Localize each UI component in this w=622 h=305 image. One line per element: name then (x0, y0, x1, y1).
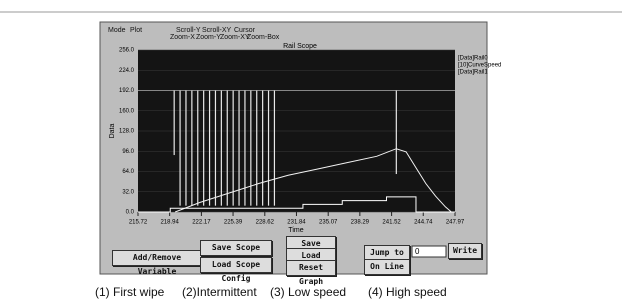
menu-item[interactable]: Zoom-Y (196, 34, 221, 41)
button[interactable]: Write (448, 243, 482, 259)
menu-item[interactable]: Mode (108, 27, 126, 34)
button[interactable]: On Line (364, 259, 410, 275)
jump-input-value[interactable]: 0 (415, 247, 420, 256)
x-tick-label: 244.74 (414, 220, 433, 226)
y-tick-label: 224.0 (119, 68, 135, 74)
x-tick-label: 247.97 (446, 220, 465, 226)
button[interactable]: Load Scope Config (200, 257, 272, 283)
y-tick-label: 256.0 (119, 48, 135, 54)
legend-entry: [Data]Rail0 (458, 56, 488, 62)
x-tick-label: 222.17 (192, 220, 211, 226)
menu-item[interactable]: Zoom-XY (220, 34, 250, 41)
x-tick-label: 218.94 (160, 220, 179, 226)
y-axis-label: Data (109, 124, 116, 139)
x-tick-label: 225.39 (224, 220, 243, 226)
y-tick-label: 96.0 (122, 149, 134, 155)
caption: (4) High speed (368, 285, 447, 299)
menu-item[interactable]: Cursor (234, 27, 256, 34)
caption: (1) First wipe (95, 285, 165, 299)
y-tick-label: 32.0 (122, 189, 134, 195)
x-tick-label: 238.29 (351, 220, 370, 226)
y-tick-label: 64.0 (122, 169, 134, 175)
x-tick-label: 241.52 (382, 220, 401, 226)
x-tick-label: 215.72 (129, 220, 148, 226)
series-line (174, 148, 452, 213)
button[interactable]: Add/Remove Variable (112, 250, 202, 276)
legend-entry: [Data]Rail1 (458, 70, 488, 76)
series-line (138, 196, 455, 213)
menu-item[interactable]: Scroll-XY (202, 27, 232, 34)
x-tick-label: 235.07 (319, 220, 338, 226)
caption: (2)Intermittent (182, 285, 257, 299)
y-tick-label: 0.0 (126, 210, 135, 216)
x-tick-label: 231.84 (287, 220, 306, 226)
button[interactable]: Reset Graph (286, 260, 336, 286)
menu-item[interactable]: Scroll-Y (176, 27, 201, 34)
y-tick-label: 192.0 (119, 88, 135, 94)
menu-item[interactable]: Plot (130, 27, 143, 34)
x-axis-label: Time (288, 227, 303, 234)
legend-entry: [10]CurveSpeed (458, 63, 501, 69)
x-tick-label: 228.62 (256, 220, 275, 226)
caption: (3) Low speed (270, 285, 347, 299)
menu-item[interactable]: Zoom-X (170, 34, 195, 41)
y-tick-label: 128.0 (119, 129, 135, 135)
chart-title: Rail Scope (283, 43, 317, 50)
y-tick-label: 160.0 (119, 108, 135, 114)
menu-item[interactable]: Zoom-Box (247, 34, 280, 41)
button[interactable]: Save Scope Config (200, 240, 272, 266)
jump-input[interactable] (411, 245, 447, 258)
